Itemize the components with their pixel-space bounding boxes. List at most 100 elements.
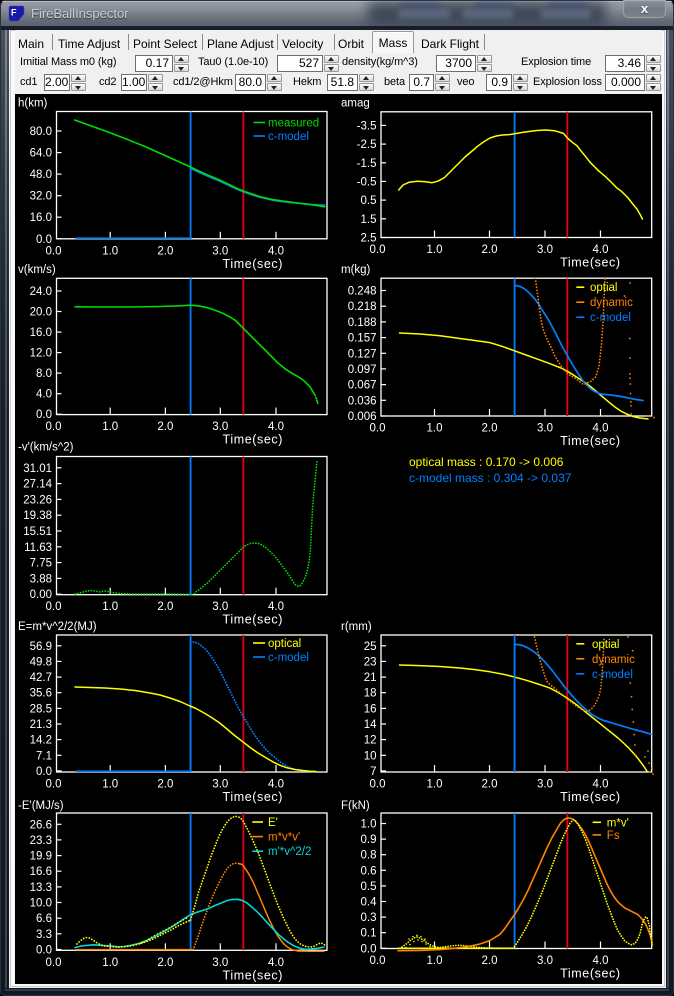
svg-text:0.0: 0.0 bbox=[36, 766, 52, 778]
svg-text:0.188: 0.188 bbox=[348, 317, 377, 329]
svg-text:0.248: 0.248 bbox=[348, 286, 377, 298]
svg-text:-3.5: -3.5 bbox=[357, 120, 377, 132]
svg-text:0.0: 0.0 bbox=[46, 779, 62, 791]
svg-text:1.5: 1.5 bbox=[361, 214, 377, 226]
svg-text:23.3: 23.3 bbox=[30, 835, 52, 847]
svg-text:0.0: 0.0 bbox=[36, 945, 52, 957]
svg-text:23: 23 bbox=[364, 656, 377, 668]
svg-text:dynamic: dynamic bbox=[592, 654, 635, 666]
svg-text:2.5: 2.5 bbox=[361, 233, 377, 245]
svg-text:14: 14 bbox=[364, 719, 377, 731]
svg-text:0.0: 0.0 bbox=[36, 234, 52, 246]
svg-text:4.0: 4.0 bbox=[268, 245, 284, 257]
svg-text:Time(sec): Time(sec) bbox=[223, 257, 284, 271]
svg-text:-2.5: -2.5 bbox=[357, 139, 377, 151]
svg-text:7.75: 7.75 bbox=[30, 558, 52, 570]
svg-text:c-model: c-model bbox=[590, 312, 631, 324]
svg-text:4.0: 4.0 bbox=[268, 957, 284, 969]
svg-text:1.0: 1.0 bbox=[427, 244, 443, 256]
svg-text:optical: optical bbox=[268, 638, 301, 650]
svg-text:2.0: 2.0 bbox=[157, 421, 173, 433]
svg-text:1.0: 1.0 bbox=[102, 601, 118, 613]
svg-text:14.2: 14.2 bbox=[30, 735, 52, 747]
svg-text:m'*v^2/2: m'*v^2/2 bbox=[268, 846, 311, 858]
svg-text:15.51: 15.51 bbox=[23, 526, 52, 538]
svg-text:0.8: 0.8 bbox=[361, 850, 377, 862]
svg-text:3.0: 3.0 bbox=[537, 244, 553, 256]
svg-text:r(mm): r(mm) bbox=[341, 621, 372, 633]
svg-text:0.9: 0.9 bbox=[361, 834, 377, 846]
svg-text:0.036: 0.036 bbox=[348, 395, 377, 407]
svg-text:Time(sec): Time(sec) bbox=[560, 434, 621, 448]
svg-text:1.0: 1.0 bbox=[102, 957, 118, 969]
svg-text:Time(sec): Time(sec) bbox=[560, 790, 621, 804]
svg-text:2.0: 2.0 bbox=[482, 423, 498, 435]
svg-text:0.0: 0.0 bbox=[370, 423, 386, 435]
svg-text:1.0: 1.0 bbox=[427, 423, 443, 435]
svg-text:20.0: 20.0 bbox=[30, 307, 52, 319]
svg-text:0.157: 0.157 bbox=[348, 333, 377, 345]
svg-text:1.0: 1.0 bbox=[102, 779, 118, 791]
svg-text:16.0: 16.0 bbox=[30, 212, 52, 224]
svg-text:4.0: 4.0 bbox=[593, 423, 609, 435]
svg-text:25: 25 bbox=[364, 641, 377, 653]
svg-text:11.63: 11.63 bbox=[24, 542, 52, 554]
svg-text:16: 16 bbox=[364, 703, 377, 715]
svg-text:1.0: 1.0 bbox=[102, 421, 118, 433]
svg-text:16.0: 16.0 bbox=[30, 327, 52, 339]
svg-text:12.0: 12.0 bbox=[30, 348, 52, 360]
svg-text:0.3: 0.3 bbox=[361, 912, 377, 924]
svg-text:6.6: 6.6 bbox=[36, 913, 52, 925]
svg-text:1.0: 1.0 bbox=[102, 245, 118, 257]
svg-text:0.0: 0.0 bbox=[46, 421, 62, 433]
svg-text:26.6: 26.6 bbox=[30, 819, 52, 831]
svg-text:E': E' bbox=[268, 817, 278, 829]
svg-text:2.0: 2.0 bbox=[157, 779, 173, 791]
svg-text:0.0: 0.0 bbox=[46, 245, 62, 257]
svg-text:c-model: c-model bbox=[592, 669, 633, 681]
svg-text:3.0: 3.0 bbox=[537, 779, 553, 791]
svg-text:2.0: 2.0 bbox=[482, 955, 498, 967]
svg-text:2.0: 2.0 bbox=[482, 779, 498, 791]
svg-text:4.0: 4.0 bbox=[593, 955, 609, 967]
svg-text:0.067: 0.067 bbox=[348, 380, 377, 392]
svg-text:0.218: 0.218 bbox=[348, 301, 377, 313]
svg-text:3.0: 3.0 bbox=[212, 421, 228, 433]
svg-text:0.006: 0.006 bbox=[348, 411, 377, 423]
svg-text:0.0: 0.0 bbox=[361, 943, 377, 955]
svg-text:32.0: 32.0 bbox=[30, 191, 52, 203]
svg-text:c-model: c-model bbox=[268, 131, 309, 143]
svg-text:0.0: 0.0 bbox=[46, 601, 62, 613]
svg-text:1.0: 1.0 bbox=[427, 955, 443, 967]
svg-text:4.0: 4.0 bbox=[268, 601, 284, 613]
svg-text:3.0: 3.0 bbox=[537, 955, 553, 967]
svg-text:49.8: 49.8 bbox=[30, 656, 52, 668]
svg-text:16.6: 16.6 bbox=[30, 866, 52, 878]
svg-text:2.0: 2.0 bbox=[157, 601, 173, 613]
svg-text:c-model mass : 0.304 -> 0.037: c-model mass : 0.304 -> 0.037 bbox=[409, 471, 572, 485]
svg-text:1.0: 1.0 bbox=[361, 819, 377, 831]
svg-text:4.0: 4.0 bbox=[268, 779, 284, 791]
svg-text:3.0: 3.0 bbox=[212, 779, 228, 791]
svg-text:48.0: 48.0 bbox=[30, 169, 52, 181]
svg-text:F: F bbox=[11, 8, 17, 18]
svg-text:2.0: 2.0 bbox=[157, 245, 173, 257]
svg-text:21.3: 21.3 bbox=[30, 719, 52, 731]
svg-text:19.9: 19.9 bbox=[30, 851, 52, 863]
svg-text:80.0: 80.0 bbox=[30, 126, 52, 138]
svg-text:10.0: 10.0 bbox=[30, 898, 52, 910]
svg-text:3.0: 3.0 bbox=[212, 601, 228, 613]
svg-text:m(kg): m(kg) bbox=[341, 264, 371, 276]
svg-text:0.097: 0.097 bbox=[348, 364, 377, 376]
svg-text:E=m*v^2/2(MJ): E=m*v^2/2(MJ) bbox=[18, 621, 97, 633]
svg-text:0.127: 0.127 bbox=[348, 348, 377, 360]
svg-text:3.88: 3.88 bbox=[30, 573, 52, 585]
svg-text:7: 7 bbox=[370, 766, 376, 778]
svg-text:42.7: 42.7 bbox=[30, 672, 52, 684]
svg-text:12: 12 bbox=[364, 735, 377, 747]
svg-text:64.0: 64.0 bbox=[30, 148, 52, 160]
svg-text:28.5: 28.5 bbox=[30, 703, 52, 715]
svg-text:h(km): h(km) bbox=[18, 98, 48, 110]
svg-text:m*v*v': m*v*v' bbox=[268, 832, 300, 844]
svg-text:0.00: 0.00 bbox=[30, 589, 52, 601]
